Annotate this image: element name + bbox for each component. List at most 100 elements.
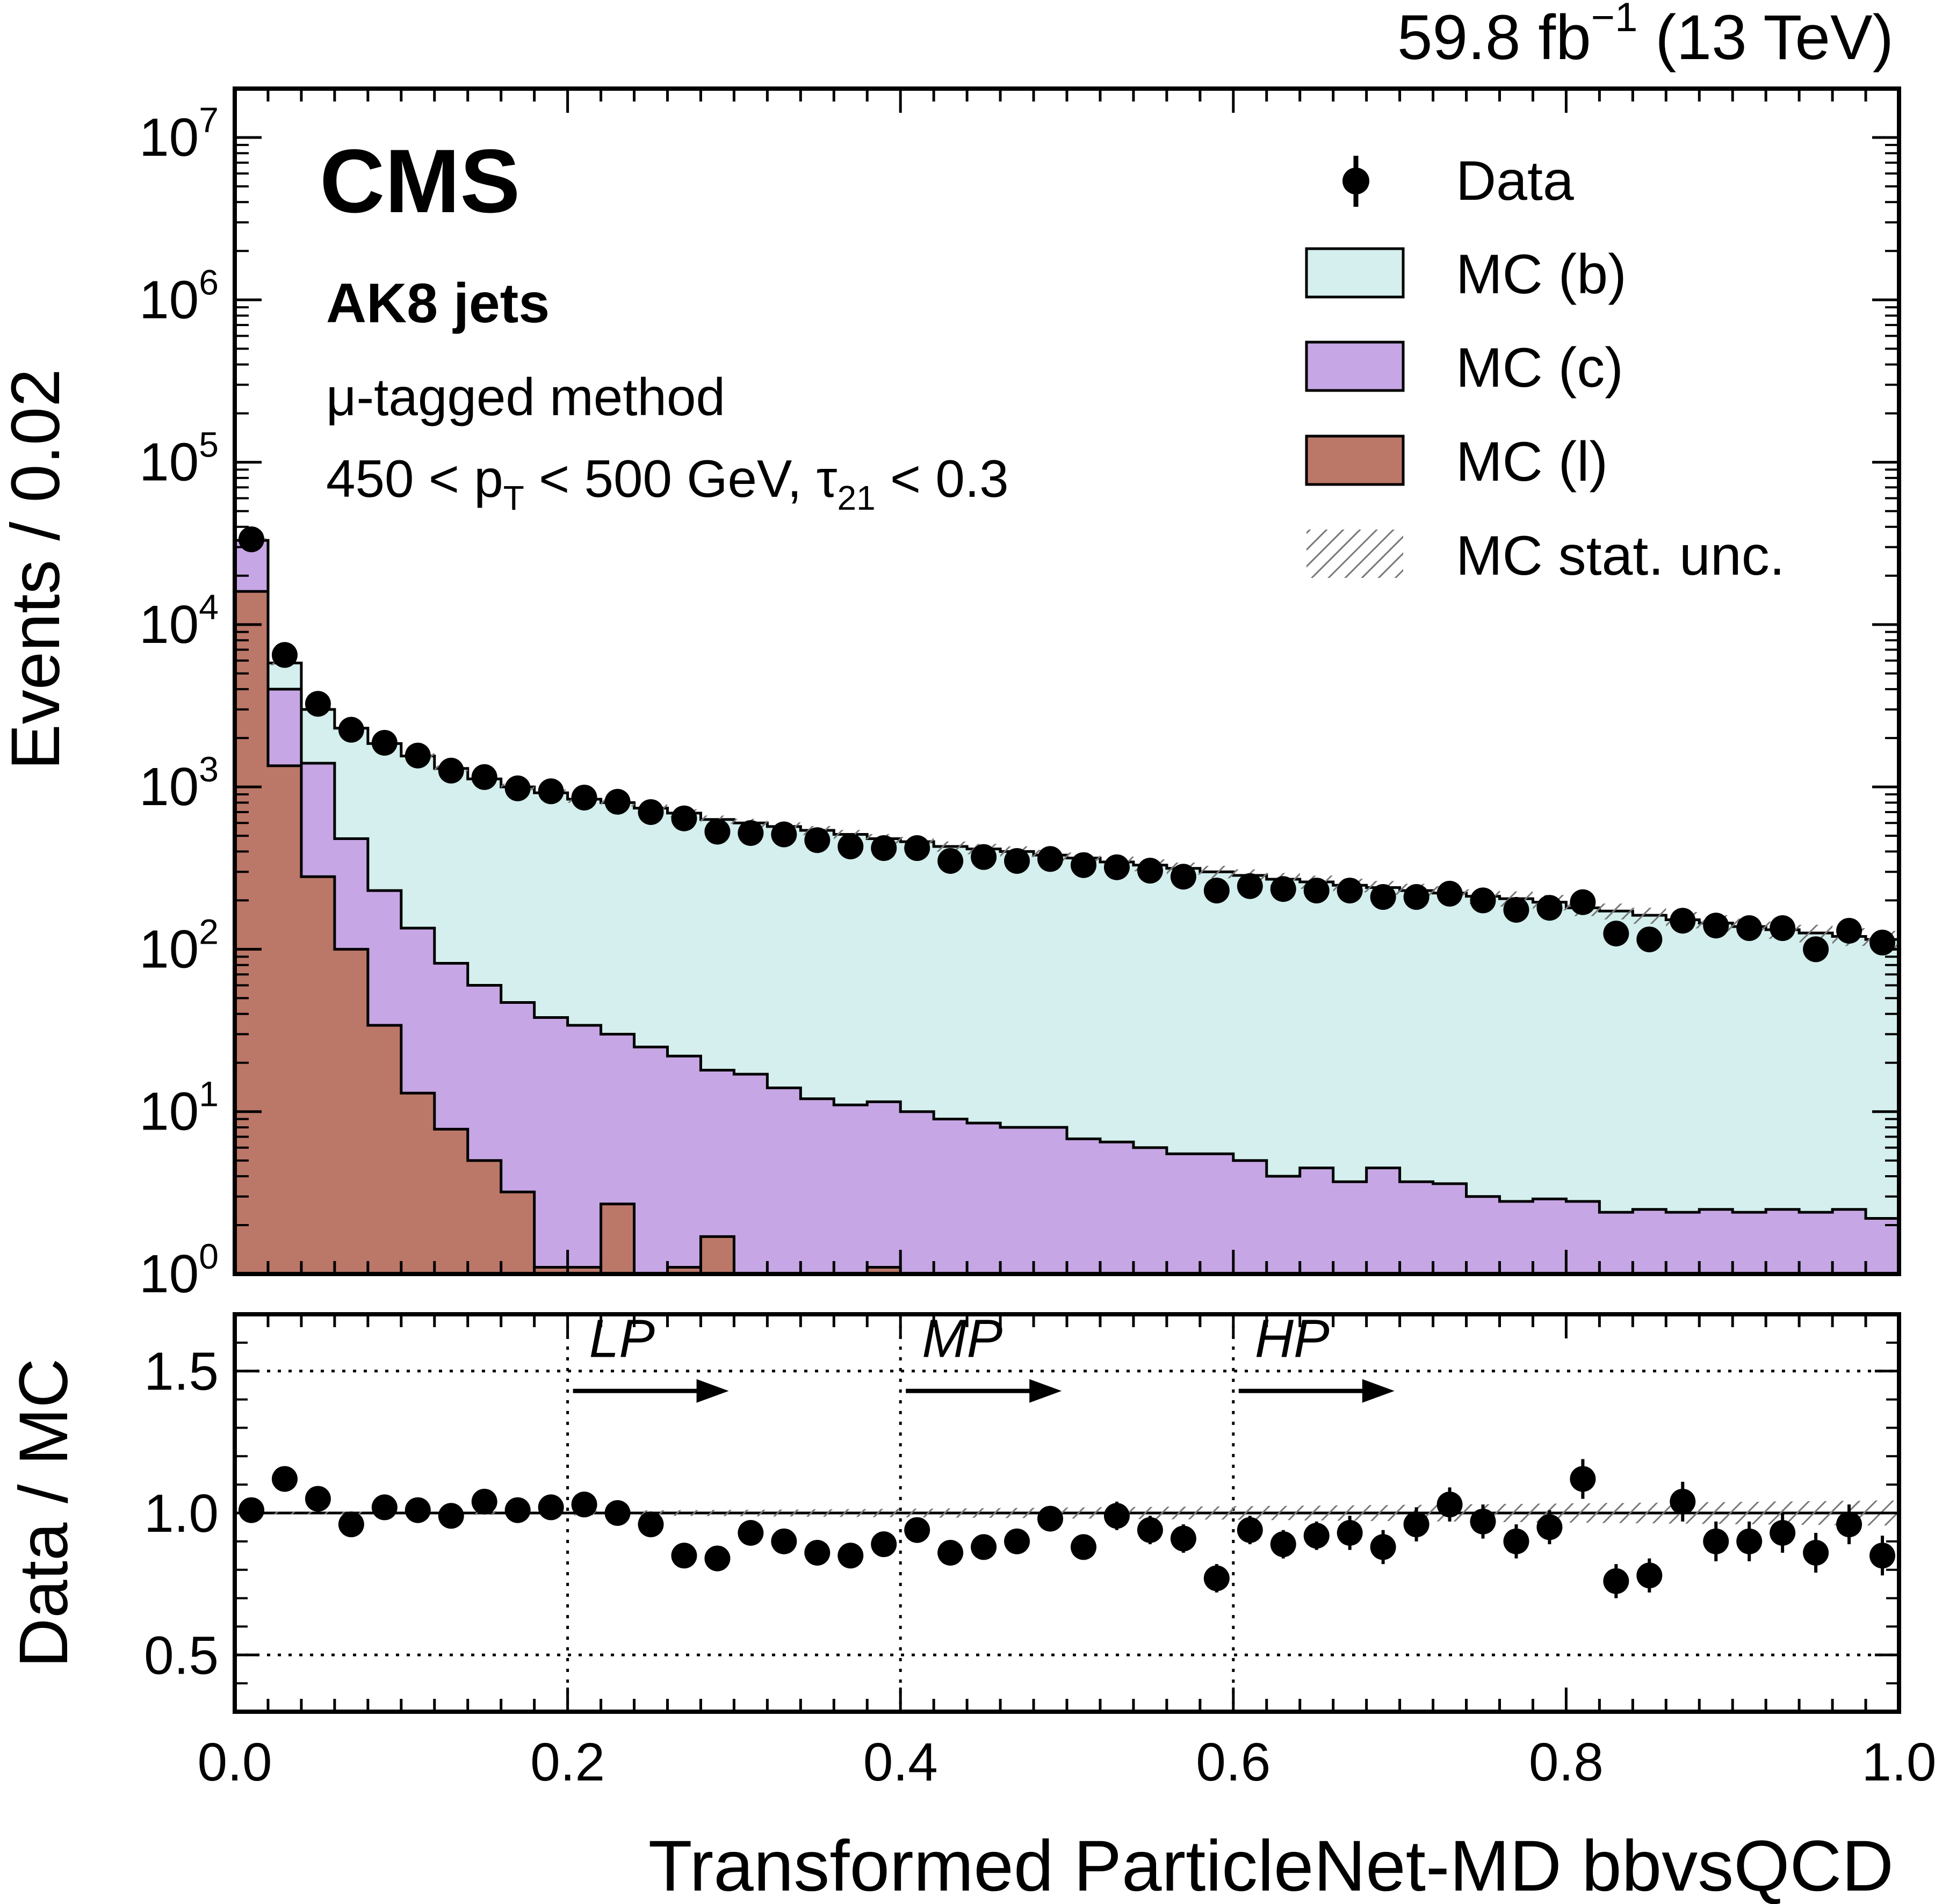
data-point-marker bbox=[971, 844, 997, 870]
data-point-marker bbox=[1303, 878, 1330, 904]
data-point-marker bbox=[738, 820, 764, 846]
ratio-point-marker bbox=[1403, 1511, 1430, 1538]
data-point bbox=[438, 757, 464, 784]
ratio-point bbox=[1004, 1528, 1030, 1554]
ratio-point bbox=[271, 1466, 298, 1492]
main-y-tick-label: 105 bbox=[139, 425, 219, 493]
ratio-point-marker bbox=[804, 1540, 831, 1566]
ratio-point bbox=[504, 1497, 531, 1523]
hist-mcc bbox=[235, 540, 1899, 1274]
data-point bbox=[1237, 873, 1263, 899]
legend: Data MC (b) MC (c) MC (l) MC stat. unc. bbox=[1305, 150, 1785, 587]
ratio-plot-frame bbox=[233, 1312, 1901, 1714]
data-point-marker bbox=[1004, 848, 1030, 874]
ratio-point bbox=[704, 1545, 731, 1572]
data-point-marker bbox=[1670, 908, 1696, 934]
lumi-label: 59.8 fb−1 (13 TeV) bbox=[1397, 0, 1894, 73]
data-point bbox=[771, 821, 797, 848]
data-point-marker bbox=[1270, 876, 1296, 902]
data-point bbox=[371, 729, 398, 756]
data-point-marker bbox=[1770, 915, 1796, 942]
data-point bbox=[1570, 889, 1596, 915]
ratio-point-marker bbox=[671, 1543, 697, 1569]
ratio-point-marker bbox=[238, 1497, 264, 1523]
ratio-point-marker bbox=[971, 1534, 997, 1560]
data-point-marker bbox=[1370, 884, 1396, 910]
legend-mc-l-label: MC (l) bbox=[1456, 431, 1608, 493]
data-point bbox=[1337, 878, 1363, 904]
ratio-stat-bin bbox=[1000, 1508, 1034, 1518]
data-points bbox=[238, 526, 1896, 962]
data-point-marker bbox=[1736, 915, 1763, 942]
ratio-stat-bin bbox=[1599, 1503, 1633, 1523]
data-point bbox=[1270, 876, 1296, 902]
data-point bbox=[1203, 878, 1230, 904]
data-point-marker bbox=[638, 799, 664, 825]
ratio-point bbox=[471, 1488, 497, 1515]
data-point-marker bbox=[1037, 846, 1064, 872]
region-label-lp: LP bbox=[589, 1308, 655, 1369]
data-point bbox=[338, 716, 364, 743]
ratio-point-marker bbox=[771, 1528, 797, 1554]
ratio-point-marker bbox=[1370, 1534, 1396, 1560]
ratio-point bbox=[1270, 1530, 1296, 1559]
data-point bbox=[471, 764, 497, 790]
ratio-point-marker bbox=[1137, 1517, 1163, 1543]
data-point bbox=[904, 835, 930, 861]
ratio-point-marker bbox=[838, 1543, 864, 1569]
ratio-point-marker bbox=[338, 1511, 364, 1538]
data-point bbox=[1070, 852, 1096, 878]
ratio-point bbox=[1636, 1558, 1663, 1592]
data-point-marker bbox=[1603, 921, 1629, 947]
ratio-point-marker bbox=[1004, 1528, 1030, 1554]
ratio-stat-bin bbox=[1499, 1504, 1533, 1522]
x-tick-label: 0.4 bbox=[863, 1732, 938, 1792]
ratio-point bbox=[738, 1520, 764, 1546]
ratio-point-marker bbox=[1536, 1514, 1563, 1540]
ratio-stat-bin bbox=[1300, 1505, 1333, 1521]
x-tick-label: 0.2 bbox=[530, 1732, 605, 1792]
data-point bbox=[671, 805, 697, 831]
mc-stat-band-bin bbox=[1599, 903, 1633, 920]
ratio-point-marker bbox=[1703, 1528, 1729, 1554]
ratio-point bbox=[971, 1534, 997, 1560]
data-point-marker bbox=[1869, 929, 1896, 955]
ratio-point bbox=[1470, 1504, 1496, 1539]
ratio-point bbox=[238, 1497, 264, 1523]
data-point-marker bbox=[904, 835, 930, 861]
x-tick-label: 0.6 bbox=[1196, 1732, 1270, 1792]
ratio-stat-bin bbox=[1166, 1507, 1200, 1519]
data-point-marker bbox=[1237, 873, 1263, 899]
legend-mc-c-label: MC (c) bbox=[1456, 337, 1623, 399]
y-axis-title-ratio: Data / MC bbox=[5, 1358, 82, 1668]
ratio-point-marker bbox=[1603, 1568, 1629, 1594]
ratio-point bbox=[305, 1486, 331, 1512]
ratio-point-marker bbox=[738, 1520, 764, 1546]
ratio-point bbox=[638, 1511, 664, 1538]
data-point bbox=[704, 819, 731, 845]
data-point-marker bbox=[937, 848, 964, 874]
main-plot-frame bbox=[233, 86, 1901, 1276]
region-arrow-head bbox=[696, 1379, 729, 1403]
hist-mcl bbox=[235, 591, 1899, 1274]
data-point bbox=[1670, 908, 1696, 934]
main-y-tick-label: 104 bbox=[139, 587, 219, 655]
legend-mc-b-label: MC (b) bbox=[1456, 243, 1627, 306]
ratio-point bbox=[771, 1528, 797, 1554]
main-y-tick-label: 107 bbox=[139, 100, 219, 168]
ratio-point-marker bbox=[1670, 1488, 1696, 1515]
data-point-marker bbox=[405, 742, 431, 769]
ratio-point bbox=[1370, 1530, 1396, 1565]
ratio-point bbox=[538, 1494, 564, 1521]
ratio-point-marker bbox=[538, 1494, 564, 1521]
ratio-point-marker bbox=[438, 1503, 464, 1529]
ratio-point-marker bbox=[871, 1531, 897, 1558]
data-point bbox=[1503, 896, 1529, 923]
x-axis-title: Transformed ParticleNet-MD bbvsQCD bbox=[648, 1826, 1894, 1904]
ratio-axis-ticks: 0.0 0.2 0.4 0.6 0.8 1.0 0.5 1.0 1.5 bbox=[144, 1314, 1937, 1792]
data-point bbox=[1370, 884, 1396, 910]
ratio-point bbox=[1303, 1521, 1330, 1550]
main-y-tick-label: 101 bbox=[139, 1074, 219, 1142]
ratio-stat-bin bbox=[900, 1508, 934, 1518]
y-axis-title-main: Events / 0.02 bbox=[0, 368, 74, 770]
